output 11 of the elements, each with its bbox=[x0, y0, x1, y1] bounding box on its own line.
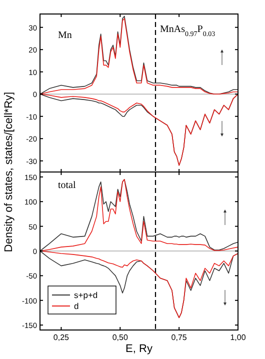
legend-label: s+p+d bbox=[74, 290, 98, 300]
x-tick-label: 0,75 bbox=[171, 333, 188, 342]
legend-label: d bbox=[74, 301, 79, 311]
x-axis-title: E, Ry bbox=[126, 343, 153, 355]
annotation: total bbox=[58, 180, 76, 191]
x-tick-label: 0,50 bbox=[112, 333, 128, 342]
x-tick-label: 1,00 bbox=[230, 333, 246, 342]
annotation: Mn bbox=[58, 30, 72, 41]
y-axis-title: Density of states, states/[cell*Ry] bbox=[3, 92, 15, 252]
x-tick-label: 0,25 bbox=[53, 333, 70, 342]
annotation: MnAs$_{0.97}$P$_{0.03}$ bbox=[160, 24, 216, 38]
